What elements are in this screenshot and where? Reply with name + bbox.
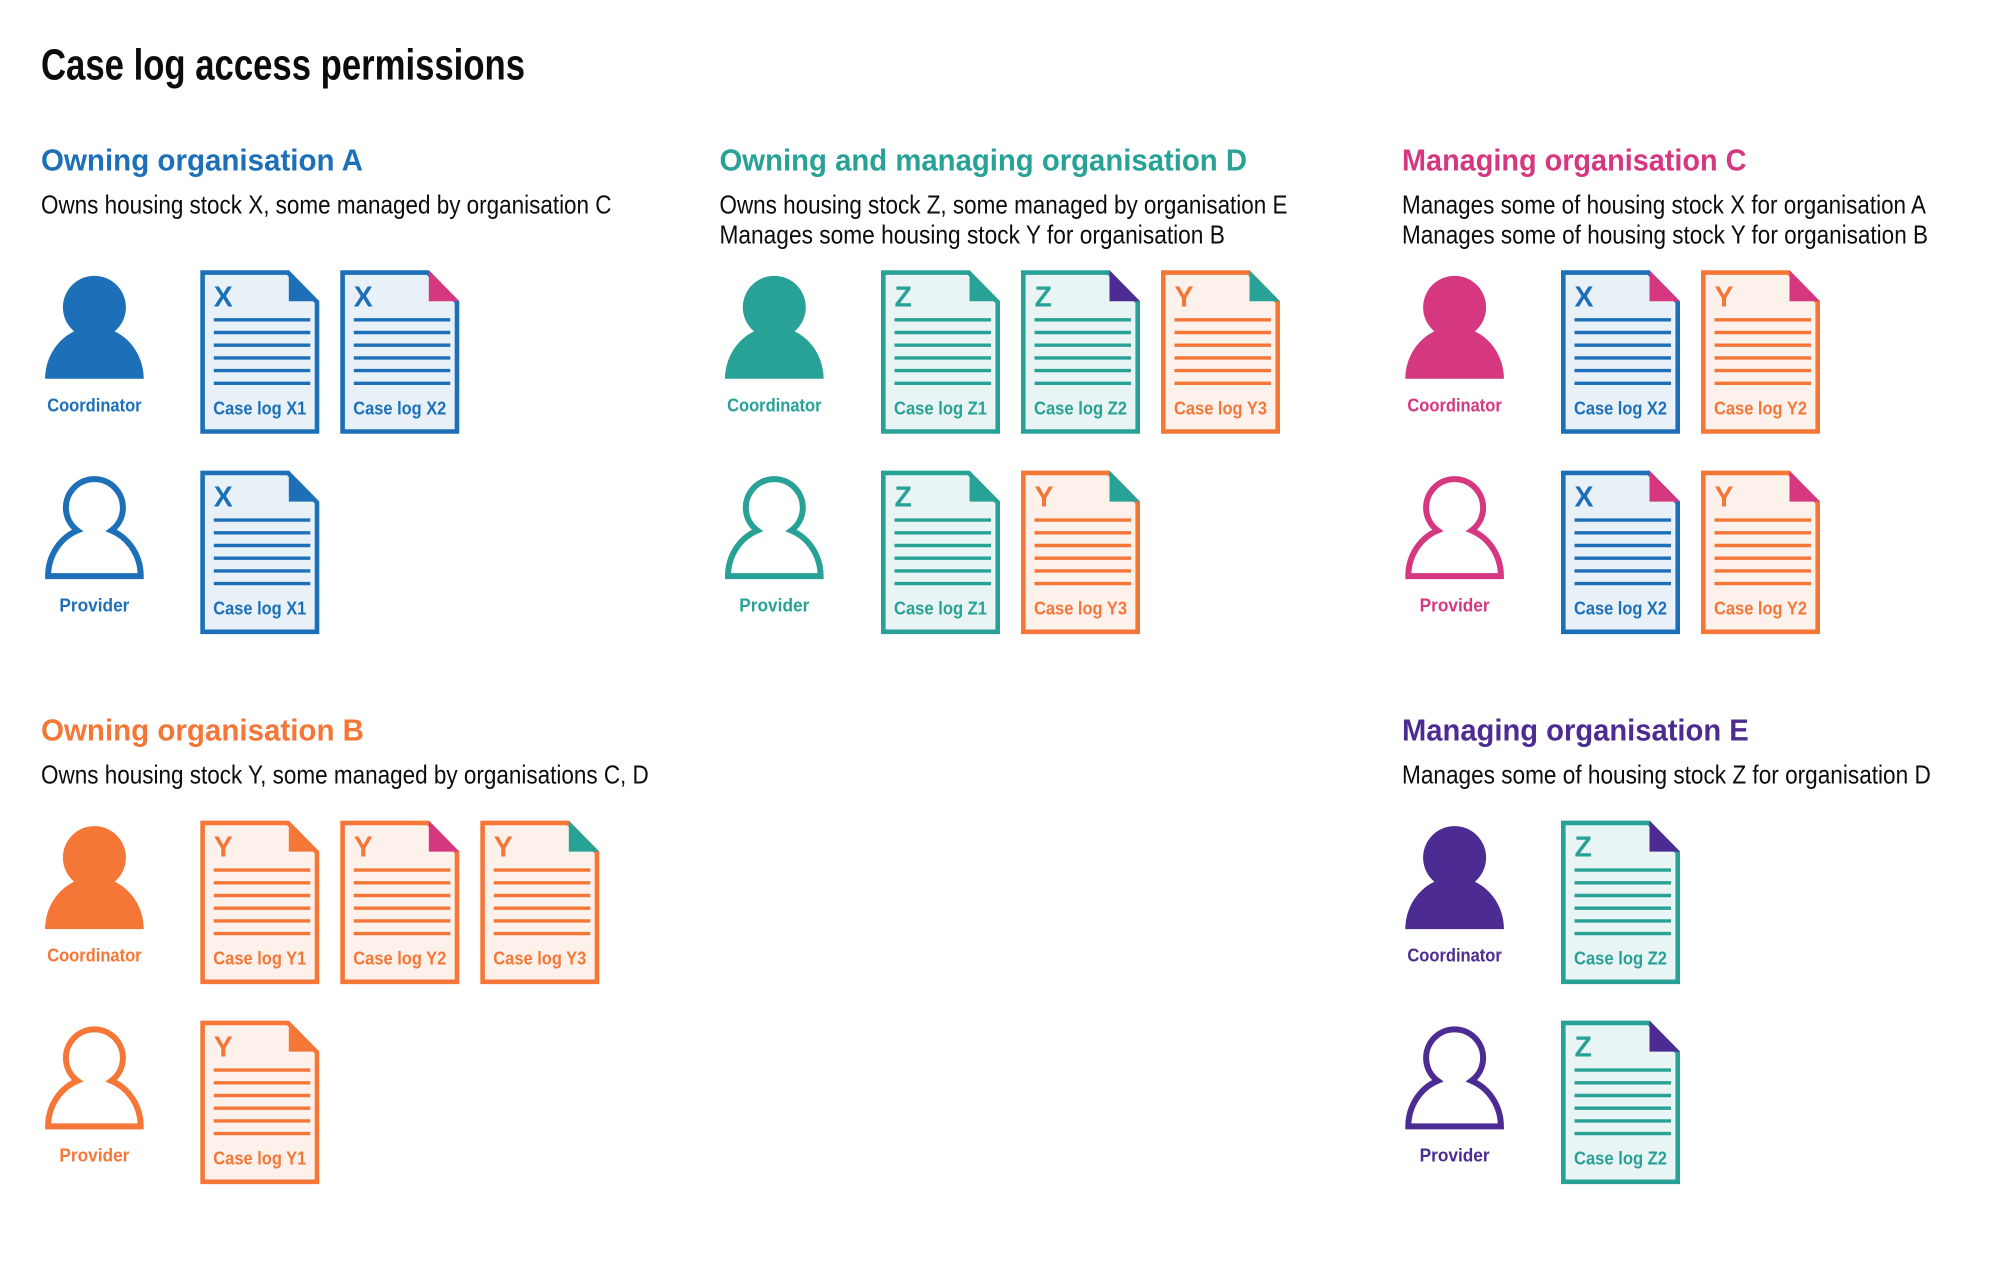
- svg-text:Coordinator: Coordinator: [727, 395, 821, 415]
- svg-text:Provider: Provider: [59, 1146, 129, 1166]
- svg-text:Y: Y: [1715, 281, 1734, 313]
- svg-text:Owning and managing organisati: Owning and managing organisation D: [720, 142, 1248, 177]
- svg-text:Y: Y: [1035, 482, 1054, 514]
- svg-text:Case log Z1: Case log Z1: [894, 398, 987, 418]
- svg-text:Coordinator: Coordinator: [47, 945, 141, 965]
- svg-text:Z: Z: [895, 482, 912, 514]
- svg-text:Case log X1: Case log X1: [213, 599, 306, 619]
- svg-text:Case log Y2: Case log Y2: [1714, 398, 1807, 418]
- svg-text:Managing organisation C: Managing organisation C: [1402, 142, 1747, 177]
- svg-text:Provider: Provider: [739, 596, 809, 616]
- svg-text:X: X: [1575, 482, 1594, 514]
- svg-text:Case log X2: Case log X2: [1574, 398, 1667, 418]
- svg-text:Owns housing stock Z, some man: Owns housing stock Z, some managed by or…: [720, 190, 1288, 220]
- svg-text:X: X: [214, 482, 233, 514]
- svg-text:Case log Y1: Case log Y1: [213, 949, 306, 969]
- svg-text:Z: Z: [895, 281, 912, 313]
- svg-text:Z: Z: [1575, 832, 1592, 864]
- svg-text:Coordinator: Coordinator: [47, 395, 141, 415]
- svg-text:Case log Z2: Case log Z2: [1034, 398, 1127, 418]
- svg-text:Manages some of housing stock: Manages some of housing stock Z for orga…: [1402, 760, 1931, 790]
- svg-text:Y: Y: [354, 832, 373, 864]
- svg-text:Coordinator: Coordinator: [1407, 395, 1501, 415]
- svg-text:Case log Z1: Case log Z1: [894, 599, 987, 619]
- svg-text:Owning organisation A: Owning organisation A: [41, 142, 363, 177]
- svg-text:Coordinator: Coordinator: [1407, 945, 1501, 965]
- svg-text:Provider: Provider: [59, 596, 129, 616]
- svg-text:Case log X2: Case log X2: [1574, 599, 1667, 619]
- svg-text:X: X: [214, 281, 233, 313]
- svg-text:Y: Y: [1175, 281, 1194, 313]
- svg-text:Manages some housing stock Y f: Manages some housing stock Y for organis…: [720, 220, 1225, 250]
- svg-text:Owning organisation B: Owning organisation B: [41, 712, 364, 747]
- svg-text:Case log Y3: Case log Y3: [1174, 398, 1267, 418]
- svg-text:Case log Y3: Case log Y3: [1034, 599, 1127, 619]
- svg-text:Y: Y: [214, 1032, 233, 1064]
- svg-text:Case log Z2: Case log Z2: [1574, 949, 1667, 969]
- svg-text:Y: Y: [1715, 482, 1734, 514]
- svg-text:Managing organisation E: Managing organisation E: [1402, 712, 1749, 747]
- svg-text:Manages some of housing stock: Manages some of housing stock X for orga…: [1402, 190, 1927, 220]
- svg-text:Z: Z: [1575, 1032, 1592, 1064]
- svg-text:X: X: [1575, 281, 1594, 313]
- svg-text:Case log X1: Case log X1: [213, 398, 306, 418]
- svg-text:Provider: Provider: [1420, 1146, 1490, 1166]
- svg-text:Case log access permissions: Case log access permissions: [41, 41, 525, 90]
- svg-text:Case log Y2: Case log Y2: [1714, 599, 1807, 619]
- svg-text:Case log Y3: Case log Y3: [493, 949, 586, 969]
- svg-text:X: X: [354, 281, 373, 313]
- svg-text:Case log Z2: Case log Z2: [1574, 1149, 1667, 1169]
- svg-text:Case log X2: Case log X2: [353, 398, 446, 418]
- svg-text:Case log Y2: Case log Y2: [353, 949, 446, 969]
- svg-text:Case log Y1: Case log Y1: [213, 1149, 306, 1169]
- svg-text:Y: Y: [214, 832, 233, 864]
- svg-text:Owns housing stock X, some man: Owns housing stock X, some managed by or…: [41, 190, 612, 220]
- svg-text:Manages some of housing stock: Manages some of housing stock Y for orga…: [1402, 220, 1928, 250]
- svg-text:Y: Y: [494, 832, 513, 864]
- svg-text:Owns housing stock Y, some man: Owns housing stock Y, some managed by or…: [41, 760, 649, 790]
- svg-text:Provider: Provider: [1420, 596, 1490, 616]
- svg-text:Z: Z: [1035, 281, 1052, 313]
